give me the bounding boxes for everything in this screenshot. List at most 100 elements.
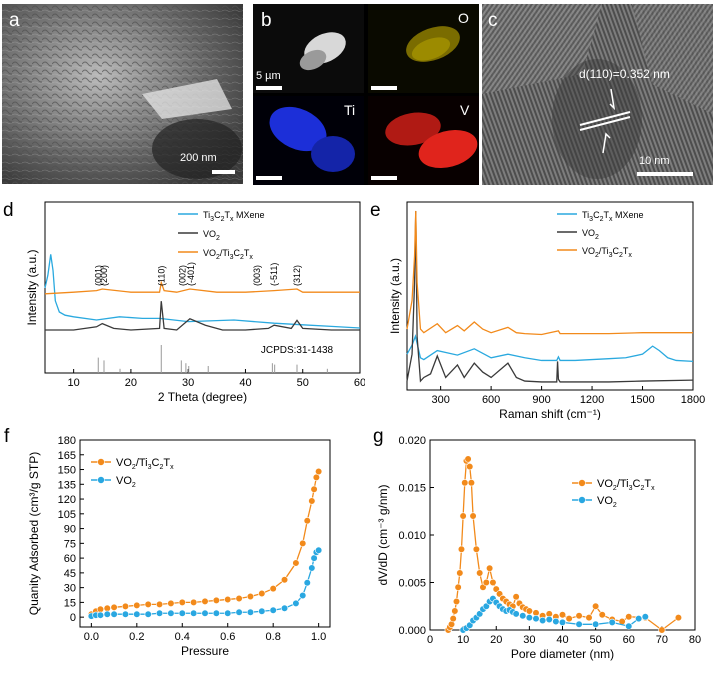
- data-point: [482, 578, 490, 587]
- panel-label-f: f: [4, 426, 10, 447]
- legend-label: Ti3C2Tx MXene: [582, 210, 644, 223]
- data-point: [454, 583, 462, 591]
- legend-marker: [578, 479, 586, 487]
- data-point: [110, 603, 118, 611]
- x-tick-label: 60: [623, 634, 635, 646]
- x-axis-title: 2 Theta (degree): [158, 390, 247, 404]
- panel-c-hrtem: c d(110)=0.352 nm 10 nm: [482, 4, 713, 185]
- data-point: [167, 599, 175, 607]
- data-point: [641, 613, 649, 621]
- x-tick-label: 1200: [580, 394, 604, 406]
- data-point: [565, 615, 573, 623]
- x-tick-label: 40: [239, 377, 251, 389]
- data-point: [449, 615, 457, 623]
- data-point: [525, 607, 533, 615]
- x-tick-label: 70: [656, 634, 668, 646]
- data-point: [451, 607, 459, 615]
- data-point: [608, 618, 616, 626]
- x-tick-label: 600: [482, 394, 500, 406]
- d-spacing-label: d(110)=0.352 nm: [579, 67, 670, 81]
- data-point: [585, 614, 593, 622]
- y-axis-title: Intensity (a.u.): [388, 258, 402, 334]
- y-tick-label: 0: [70, 612, 76, 624]
- data-point: [558, 611, 567, 619]
- data-point: [592, 602, 600, 610]
- data-point: [472, 545, 480, 553]
- y-axis-title: Intensity (a.u.): [25, 249, 39, 325]
- y-tick-label: 120: [58, 494, 76, 506]
- peak-label: (200): [99, 265, 109, 286]
- legend-marker: [97, 476, 105, 484]
- data-point: [467, 479, 476, 487]
- data-point: [269, 606, 277, 614]
- x-tick-label: 0.2: [129, 631, 144, 643]
- y-tick-label: 0.005: [398, 578, 426, 590]
- data-point: [476, 569, 484, 577]
- data-point: [133, 610, 141, 618]
- y-tick-label: 0.020: [398, 435, 426, 447]
- peak-label: (110): [156, 266, 166, 286]
- scale-bar-b-o: [371, 86, 397, 90]
- y-tick-label: 0.010: [398, 530, 426, 542]
- data-point: [558, 618, 567, 626]
- x-tick-label: 0.6: [220, 631, 235, 643]
- y-tick-label: 75: [64, 538, 76, 550]
- data-point: [224, 609, 232, 617]
- x-tick-label: 80: [689, 634, 701, 646]
- panel-label-c: c: [488, 10, 498, 31]
- x-tick-label: 60: [354, 377, 365, 389]
- scale-bar-c: [637, 172, 693, 176]
- legend-label: VO2: [597, 495, 617, 509]
- x-tick-label: 20: [125, 377, 137, 389]
- data-point: [144, 600, 152, 608]
- legend-label: Ti3C2Tx MXene: [203, 210, 265, 223]
- data-point: [121, 602, 130, 610]
- data-point: [212, 596, 220, 605]
- x-tick-label: 50: [297, 377, 309, 389]
- map-label-v: V: [460, 102, 470, 118]
- x-tick-label: 0: [427, 634, 433, 646]
- panel-a-sem: a 200 nm: [2, 4, 243, 184]
- x-tick-label: 30: [182, 377, 194, 389]
- panel-label-a: a: [9, 10, 20, 31]
- x-tick-label: 0.0: [84, 631, 99, 643]
- y-tick-label: 45: [64, 568, 76, 580]
- x-tick-label: 10: [68, 377, 80, 389]
- x-tick-label: 50: [590, 634, 602, 646]
- legend-label: VO2/Ti3C2Tx: [203, 248, 253, 261]
- series-line: [45, 301, 360, 331]
- scale-bar-b: [256, 86, 282, 90]
- hrtem-image: [482, 4, 713, 185]
- y-tick-label: 135: [58, 479, 76, 491]
- eds-maps: [253, 4, 479, 185]
- x-tick-label: 0.4: [175, 631, 190, 643]
- data-point: [545, 615, 553, 624]
- x-tick-label: 10: [457, 634, 469, 646]
- peak-label: (001): [93, 265, 103, 286]
- data-point: [464, 455, 472, 463]
- bet-isotherm-chart: 0.0 0.2 0.4 0.6 0.8 1.0 0 15 30 45 60 75 90 105 120 135…: [4, 426, 331, 658]
- scale-bar-a: [212, 170, 235, 174]
- data-point: [625, 613, 633, 621]
- data-point: [457, 545, 466, 553]
- data-point: [224, 595, 232, 604]
- data-point: [155, 600, 164, 608]
- data-point: [144, 610, 152, 618]
- data-point: [190, 609, 198, 617]
- data-point: [308, 564, 316, 572]
- data-point: [489, 578, 497, 587]
- series-line: [44, 254, 361, 329]
- peak-label: (-401): [186, 262, 196, 286]
- data-point: [310, 485, 318, 493]
- data-point: [658, 626, 666, 634]
- map-label-ti: Ti: [344, 102, 356, 118]
- x-axis-title: Pressure: [181, 644, 229, 658]
- plot-frame: [79, 439, 331, 628]
- peak-label: (002): [177, 265, 187, 286]
- data-point: [456, 569, 464, 577]
- peak-label: (-511): [269, 263, 279, 286]
- panel-label-b: b: [261, 10, 272, 31]
- x-tick-label: 20: [490, 634, 502, 646]
- legend-label: VO2: [582, 228, 599, 241]
- x-tick-label: 1800: [681, 394, 705, 406]
